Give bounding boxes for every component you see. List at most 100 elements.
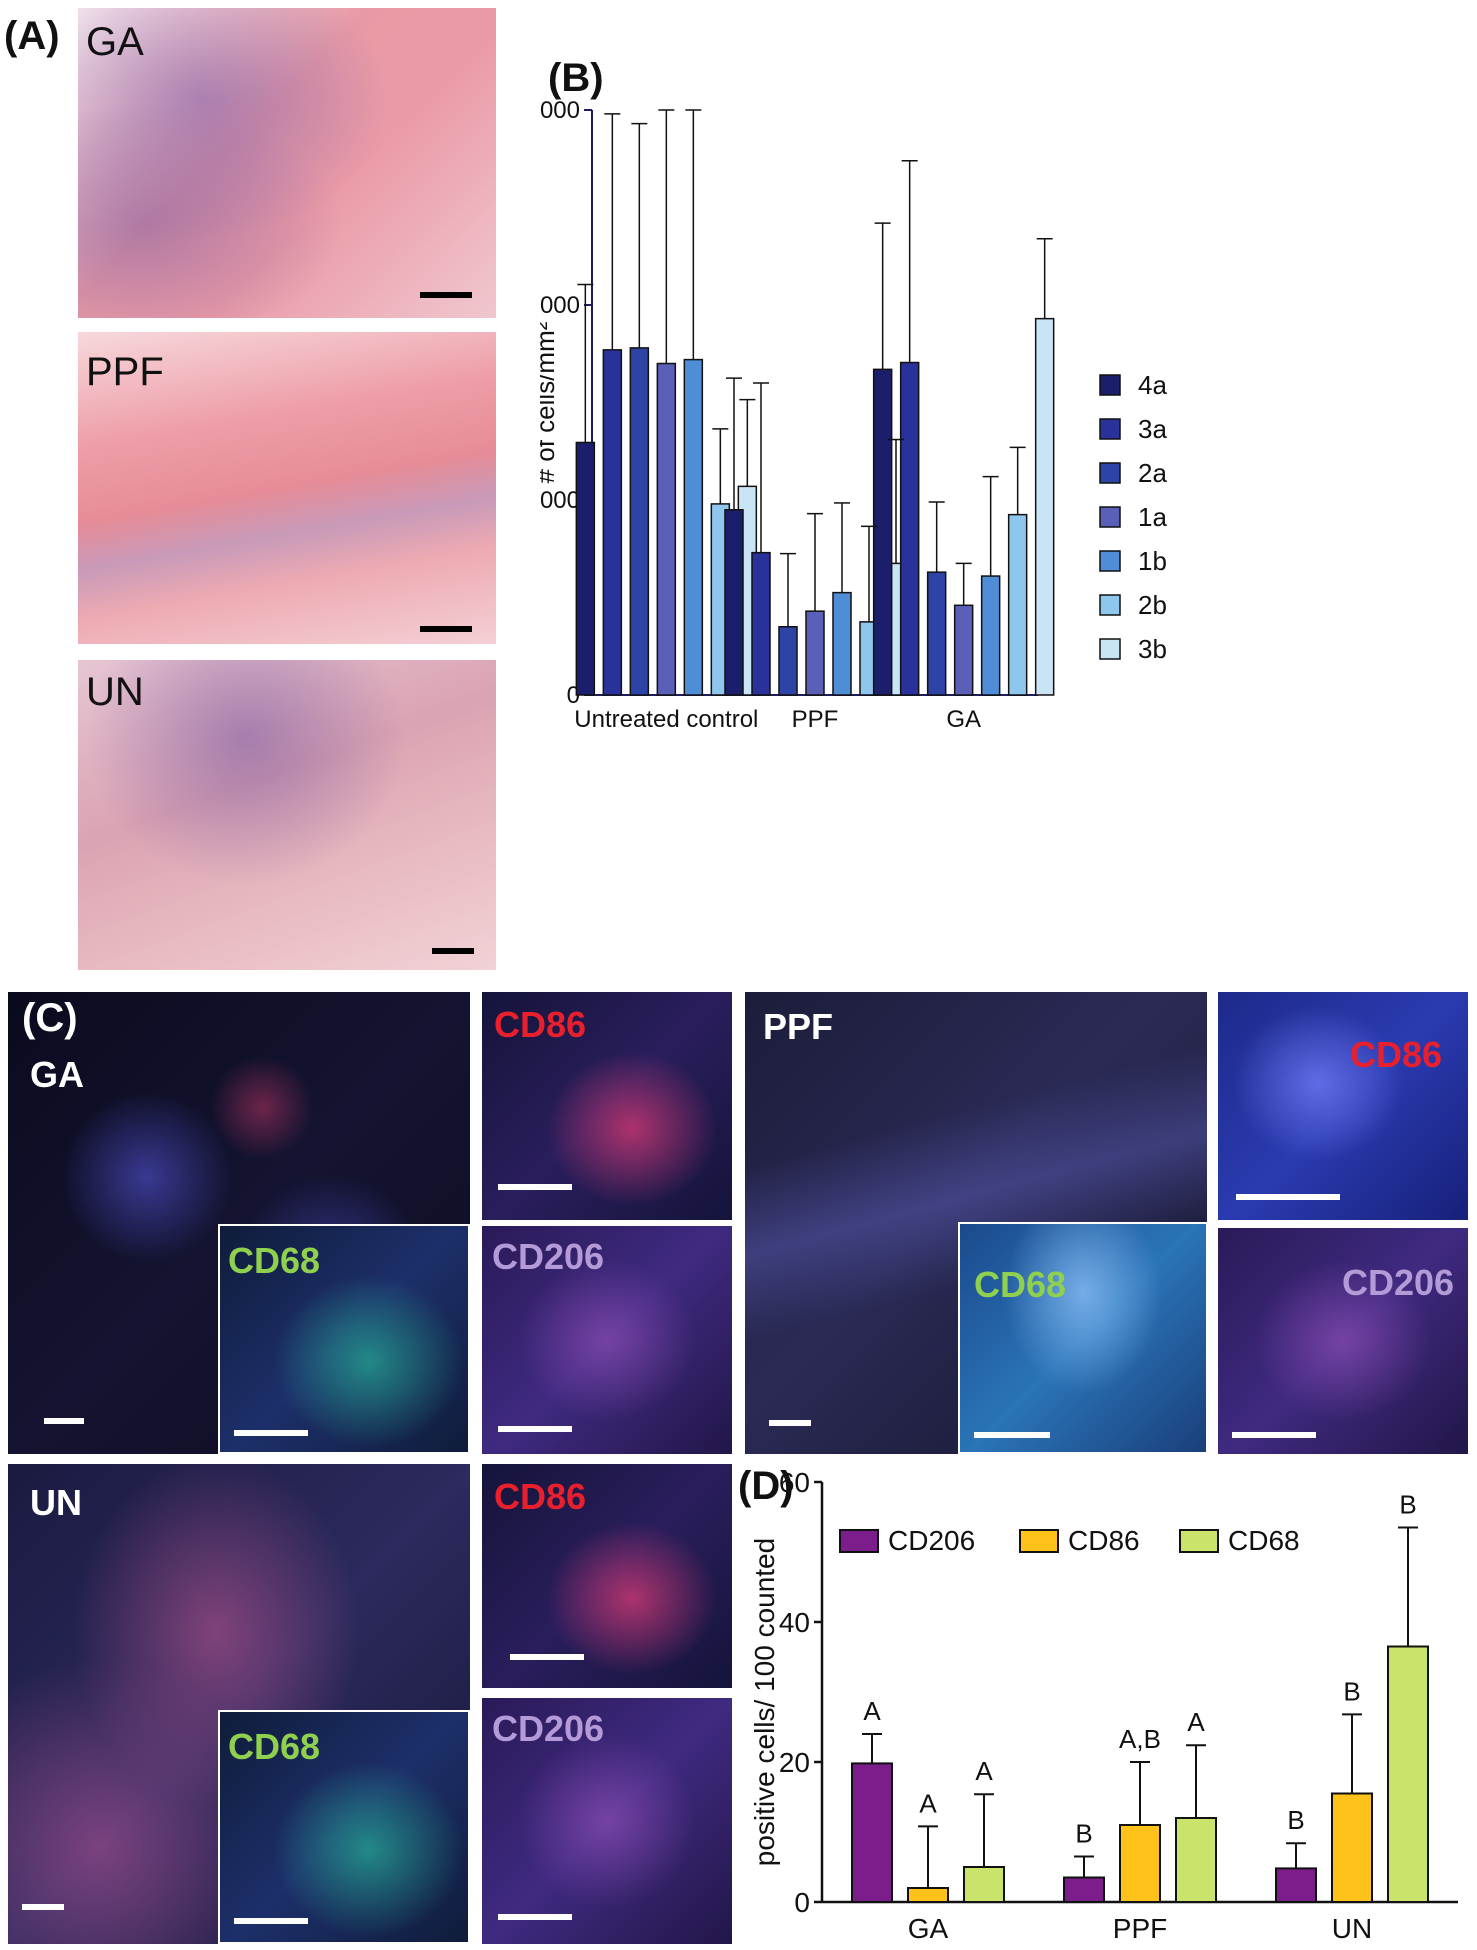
y-tick-label: 40 (779, 1607, 810, 1638)
y-axis-label: # of cells/mm² (540, 321, 560, 483)
bar-2a-ppf (778, 626, 798, 696)
panel-a-he-image-un: UN (78, 660, 496, 970)
bar-1a-ppf (805, 610, 825, 696)
panel-a-image-label-un: UN (86, 670, 144, 714)
bar-3a-ga (899, 361, 920, 696)
panel-a-he-image-ga: GA (78, 8, 496, 318)
x-category-label: GA (908, 1913, 949, 1944)
bar-CD86-ga (907, 1887, 949, 1903)
legend-label-2b: 2b (1138, 590, 1167, 620)
bar-3a-untreated-control (602, 349, 623, 696)
panel-a-image-label-ppf: PPF (86, 350, 164, 394)
bar-1b-ga (980, 575, 1001, 696)
y-tick-label: 6000 (540, 100, 580, 124)
bar-1b-ppf (832, 591, 852, 696)
cd68-label: CD68 (228, 1726, 321, 1767)
panel-c-ppf-label: PPF (763, 1006, 834, 1047)
panel-a-image-label-ga: GA (86, 20, 144, 64)
scale-bar (420, 626, 472, 632)
cd206-label: CD206 (1342, 1262, 1455, 1303)
legend-swatch-1b (1099, 550, 1121, 572)
cd86-label: CD86 (494, 1004, 587, 1045)
legend-swatch-3b (1099, 638, 1121, 660)
bar-CD86-ppf (1119, 1824, 1161, 1903)
legend-swatch-CD68 (1179, 1529, 1219, 1553)
cd68-label: CD68 (974, 1264, 1067, 1305)
bar-3a-ppf (751, 551, 771, 696)
significance-letter: B (1343, 1676, 1360, 1706)
x-category-label: GA (946, 706, 981, 733)
legend-label-CD206: CD206 (888, 1525, 975, 1556)
scale-bar (1236, 1194, 1340, 1200)
legend-swatch-CD206 (839, 1529, 879, 1553)
legend-label-3a: 3a (1138, 414, 1167, 444)
y-tick-label: 4000 (540, 292, 580, 319)
legend-swatch-3a (1099, 418, 1121, 440)
legend-label-4a: 4a (1138, 370, 1167, 400)
panel-c-ga-cd86-image: CD86 (482, 992, 732, 1220)
cd86-label: CD86 (1350, 1034, 1443, 1075)
significance-letter: A (1187, 1707, 1205, 1737)
legend-label-CD68: CD68 (1228, 1525, 1300, 1556)
panel-c-ppf-cd86-image: CD86 (1218, 992, 1468, 1220)
significance-letter: A (863, 1696, 881, 1726)
scale-bar (510, 1654, 584, 1660)
bar-CD68-ga (963, 1866, 1005, 1903)
scale-bar (234, 1918, 308, 1924)
panel-d-bar-chart: 0 20 40 60 positive cells/ 100 counted A A A GA… (749, 1467, 1458, 1944)
panel-c-un-cd68-inset: CD68 (218, 1710, 470, 1944)
scale-bar (498, 1184, 572, 1190)
y-tick-label: 20 (779, 1747, 810, 1778)
panel-a-label: (A) (4, 14, 60, 58)
bar-1a-ga (953, 604, 974, 696)
bar-4a-ppf (724, 509, 744, 696)
panel-c-un-cd86-image: CD86 (482, 1464, 732, 1688)
cd206-label: CD206 (492, 1708, 605, 1749)
legend-swatch-CD86 (1019, 1529, 1059, 1553)
y-axis-label: positive cells/ 100 counted (749, 1538, 780, 1866)
significance-letter: B (1075, 1819, 1092, 1849)
panel-b-label: (B) (548, 56, 604, 100)
legend-label-1b: 1b (1138, 546, 1167, 576)
cd206-label: CD206 (492, 1236, 605, 1277)
significance-letter: A (975, 1756, 993, 1786)
scale-bar (420, 292, 472, 298)
legend-label-2a: 2a (1138, 458, 1167, 488)
x-category-label: UN (1332, 1913, 1372, 1944)
scale-bar (769, 1420, 811, 1426)
scale-bar (498, 1426, 572, 1432)
bar-1b-untreated-control (683, 358, 704, 696)
bar-CD68-ppf (1175, 1817, 1217, 1903)
significance-letter: A (919, 1788, 937, 1818)
bar-2a-untreated-control (629, 347, 650, 696)
bar-1a-untreated-control (656, 362, 677, 696)
bar-CD206-un (1275, 1867, 1317, 1903)
scale-bar (234, 1430, 308, 1436)
bar-3b-ga (1034, 317, 1055, 696)
significance-letter: B (1287, 1805, 1304, 1835)
panel-c-ppf-cd68-inset: CD68 (958, 1222, 1208, 1454)
scale-bar (974, 1432, 1050, 1438)
bar-2a-ga (926, 571, 947, 696)
panel-c-ga-cd68-inset: CD68 (218, 1224, 470, 1454)
bar-CD206-ppf (1063, 1876, 1105, 1903)
x-category-label: Untreated control (574, 706, 758, 733)
legend-swatch-4a (1099, 374, 1121, 396)
panel-c-ga-cd206-image: CD206 (482, 1226, 732, 1454)
cd68-label: CD68 (228, 1240, 321, 1281)
x-category-label: PPF (792, 706, 839, 733)
bar-CD68-un (1387, 1645, 1429, 1903)
legend-label-CD86: CD86 (1068, 1525, 1140, 1556)
bar-4a-untreated-control (575, 441, 596, 696)
scale-bar (22, 1904, 64, 1910)
legend-label-3b: 3b (1138, 634, 1167, 664)
legend-swatch-2b (1099, 594, 1121, 616)
y-tick-label: 0 (794, 1887, 810, 1918)
cd86-label: CD86 (494, 1476, 587, 1517)
bar-2b-ga (1007, 513, 1028, 696)
legend-label-1a: 1a (1138, 502, 1167, 532)
y-tick-label: 60 (779, 1467, 810, 1498)
bar-CD206-ga (851, 1762, 893, 1903)
panel-d-label: (D) (738, 1464, 794, 1508)
panel-c-un-label: UN (30, 1482, 82, 1523)
